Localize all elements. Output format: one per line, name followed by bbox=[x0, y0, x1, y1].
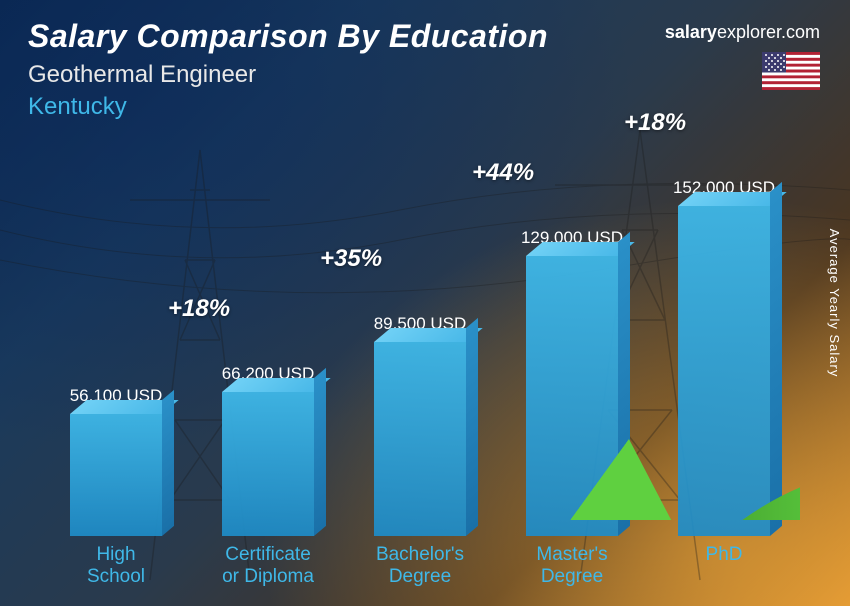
increase-pct: +35% bbox=[320, 245, 382, 273]
bars-container: 56,100 USD 66,200 USD 89,500 USD 129,000… bbox=[40, 140, 800, 536]
brand-logo: salaryexplorer.com bbox=[665, 22, 820, 43]
page-subtitle: Geothermal Engineer bbox=[28, 61, 822, 89]
x-labels-container: HighSchoolCertificateor DiplomaBachelor'… bbox=[40, 544, 800, 588]
bar-group: 129,000 USD bbox=[497, 228, 647, 536]
x-label: Master'sDegree bbox=[497, 544, 647, 588]
bar-chart: 56,100 USD 66,200 USD 89,500 USD 129,000… bbox=[40, 140, 800, 588]
bar bbox=[526, 256, 618, 536]
bar bbox=[374, 342, 466, 536]
x-label: PhD bbox=[649, 544, 799, 588]
x-label: Bachelor'sDegree bbox=[345, 544, 495, 588]
increase-pct: +18% bbox=[624, 109, 686, 137]
increase-pct: +44% bbox=[472, 159, 534, 187]
increase-pct: +18% bbox=[168, 295, 230, 323]
y-axis-label: Average Yearly Salary bbox=[827, 229, 842, 378]
bar-group: 66,200 USD bbox=[193, 364, 343, 536]
bar bbox=[222, 392, 314, 536]
bar-group: 89,500 USD bbox=[345, 314, 495, 536]
bar bbox=[70, 414, 162, 536]
flag-icon bbox=[762, 52, 820, 90]
x-label: HighSchool bbox=[41, 544, 191, 588]
bar bbox=[678, 206, 770, 536]
bar-group: 152,000 USD bbox=[649, 178, 799, 536]
page-location: Kentucky bbox=[28, 93, 822, 121]
x-label: Certificateor Diploma bbox=[193, 544, 343, 588]
bar-group: 56,100 USD bbox=[41, 386, 191, 536]
